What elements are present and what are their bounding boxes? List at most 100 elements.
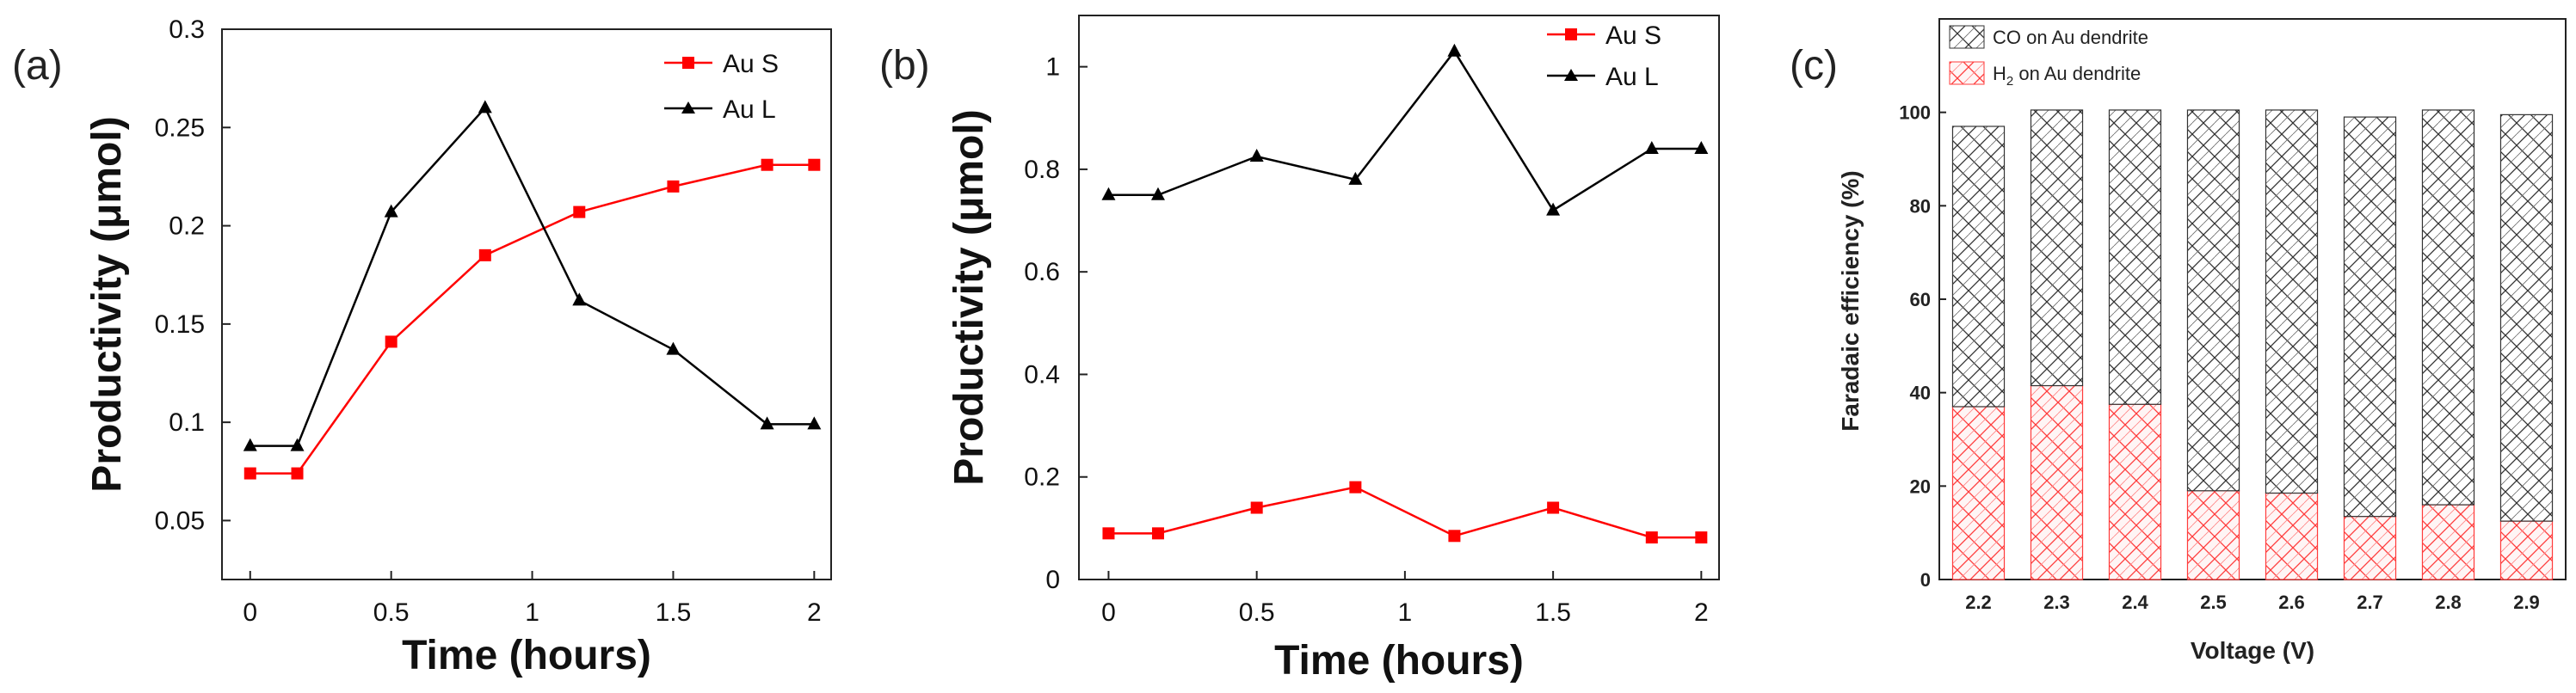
panel-b-data-point — [1447, 43, 1462, 57]
panel-a-data-point — [807, 416, 822, 430]
panel-c-bar-co — [2030, 109, 2084, 387]
panel-a-data-point — [478, 248, 491, 261]
panel-b-data-point — [1695, 531, 1708, 544]
panel-a-data-point — [667, 180, 680, 193]
panel-c-bar-h2 — [1951, 406, 2006, 580]
panel-a-x-tick-label: 1.5 — [656, 598, 692, 627]
panel-c-x-tick-label: 2.7 — [2357, 592, 2383, 613]
panel-b-legend-triangle-marker — [1564, 69, 1578, 81]
panel-c-bar-co — [2343, 116, 2397, 518]
panel-c-axes: 0 20 40 60 80 100 2.2 2.3 2.4 2.5 2.6 2.7 2.8 2.9 — [1899, 102, 2540, 613]
panel-a-data-point — [290, 438, 305, 451]
panel-b-series-line-0 — [1108, 486, 1702, 539]
panel-c-bar-co — [2421, 109, 2475, 506]
panel-c-bar-h2 — [2343, 516, 2397, 580]
panel-a-data-point — [384, 204, 398, 218]
panel-b-legend: Au S Au L — [1547, 21, 1661, 91]
panel-a-y-tick-label: 0.25 — [155, 113, 205, 142]
panel-a-x-tick-label: 2 — [807, 598, 822, 627]
panel-c-y-axis-label: Faradaic efficiency (%) — [1837, 170, 1864, 431]
panel-a-y-tick-label: 0.3 — [169, 15, 205, 44]
panel-a-axes: 0 0.5 1 1.5 2 0.05 0.1 0.15 0.2 0.25 0.3 — [155, 15, 822, 627]
panel-a-y-tick-label: 0.1 — [169, 408, 205, 437]
panel-b-data-point — [1250, 501, 1263, 514]
panel-b-x-axis-label: Time (hours) — [1274, 638, 1524, 684]
panel-b-data-point — [1547, 501, 1560, 514]
panel-b-x-tick-label: 1.5 — [1535, 598, 1571, 627]
panel-a-legend: Au S Au L — [664, 50, 779, 124]
panel-c-x-tick-label: 2.2 — [1965, 592, 1992, 613]
panel-c-y-tick-label: 20 — [1910, 475, 1931, 497]
panel-a-data-point — [478, 100, 492, 113]
panel-b-y-tick-label: 0.2 — [1024, 463, 1060, 492]
panel-c-legend-label-h2: H2 on Au dendrite — [1993, 63, 2141, 89]
panel-c-label: (c) — [1790, 43, 1838, 89]
panel-a-label: (a) — [12, 43, 63, 89]
panel-b-y-axis-label: Productivity (μmol) — [946, 109, 992, 485]
panel-b-chart: (b) 0 0.5 1 1.5 2 0 0.2 0.4 0.6 0.8 1 Time (hours)… — [879, 15, 1720, 684]
panel-b-data-point — [1102, 527, 1115, 540]
panel-c-legend-swatch-h2 — [1949, 61, 1985, 85]
panel-b-label: (b) — [879, 43, 930, 89]
panel-c-x-tick-label: 2.4 — [2122, 592, 2148, 613]
panel-b-x-tick-label: 2 — [1694, 598, 1709, 627]
panel-b-plot-frame — [1078, 15, 1720, 580]
panel-a-series-line-0 — [250, 163, 815, 475]
panel-a-y-tick-label: 0.15 — [155, 310, 205, 339]
panel-a-legend-square-marker — [682, 57, 694, 69]
panel-a-y-axis-label: Productivity (μmol) — [84, 116, 130, 492]
panel-a-y-tick-label: 0.2 — [169, 212, 205, 241]
panel-b-y-tick-label: 0 — [1045, 566, 1060, 594]
panel-c-legend-label-co: CO on Au dendrite — [1993, 27, 2148, 48]
panel-c-bar-co — [2499, 113, 2554, 522]
panel-c-bar-co — [1951, 126, 2006, 408]
panel-a-chart: (a) 0 0.5 1 1.5 2 0.05 0.1 0.15 0.2 0.25 0.3 Time … — [12, 15, 832, 678]
panel-a-series — [243, 100, 822, 480]
panel-a-data-point — [385, 335, 397, 348]
panel-b-data-point — [1151, 527, 1164, 540]
panel-a-legend-triangle-marker — [681, 101, 695, 113]
panel-a-data-point — [243, 467, 256, 480]
panel-b-data-point — [1349, 481, 1362, 494]
panel-c-x-tick-label: 2.5 — [2200, 592, 2227, 613]
panel-b-data-point — [1644, 141, 1659, 155]
panel-c-legend: CO on Au dendrite H2 on Au dendrite — [1949, 25, 2148, 89]
panel-b-y-tick-label: 0.8 — [1024, 156, 1060, 184]
panel-a-y-tick-label: 0.05 — [155, 506, 205, 535]
panel-c-y-tick-label: 60 — [1910, 289, 1931, 310]
panel-c-bar-h2 — [2186, 490, 2240, 580]
panel-c-y-tick-label: 100 — [1899, 102, 1931, 124]
panel-a-x-tick-label: 0 — [243, 598, 257, 627]
panel-c-bar-co — [2108, 109, 2162, 405]
panel-b-data-point — [1101, 187, 1116, 200]
panel-c-x-tick-label: 2.6 — [2278, 592, 2305, 613]
panel-b-data-point — [1249, 149, 1264, 162]
panel-b-y-tick-label: 0.4 — [1024, 360, 1060, 389]
panel-b-data-point — [1348, 171, 1363, 185]
panel-c-legend-h2-suffix: on Au dendrite — [2013, 63, 2141, 84]
panel-b-x-tick-label: 1 — [1398, 598, 1413, 627]
panel-c-bar-h2 — [2108, 403, 2162, 580]
panel-b-legend-label-au-s: Au S — [1605, 21, 1661, 50]
panel-b-data-point — [1546, 202, 1561, 216]
panel-c-x-tick-label: 2.8 — [2435, 592, 2462, 613]
panel-b-x-tick-label: 0.5 — [1239, 598, 1275, 627]
panel-a-legend-label-au-l: Au L — [723, 95, 776, 124]
panel-c-y-tick-label: 80 — [1910, 195, 1931, 217]
panel-a-x-tick-label: 0.5 — [373, 598, 410, 627]
panel-c-legend-swatch-co — [1949, 25, 1985, 49]
panel-a-data-point — [572, 292, 587, 306]
panel-b-x-tick-label: 0 — [1101, 598, 1116, 627]
panel-a-plot-frame — [221, 28, 832, 580]
panel-c-y-tick-label: 40 — [1910, 383, 1931, 404]
panel-c-bar-co — [2265, 109, 2319, 494]
panel-a-data-point — [808, 158, 821, 171]
panel-a-x-tick-label: 1 — [525, 598, 539, 627]
panel-b-data-point — [1150, 187, 1165, 200]
panel-a-data-point — [573, 205, 586, 218]
panel-c-x-tick-label: 2.3 — [2043, 592, 2070, 613]
panel-c-legend-h2-subscript: 2 — [2006, 74, 2013, 89]
panel-c-chart: (c) 0 20 40 60 80 100 2.2 2.3 2.4 2.5 2.6 2.7 2.8 2.9… — [1790, 18, 2567, 664]
panel-b-axes: 0 0.5 1 1.5 2 0 0.2 0.4 0.6 0.8 1 — [1024, 53, 1708, 627]
